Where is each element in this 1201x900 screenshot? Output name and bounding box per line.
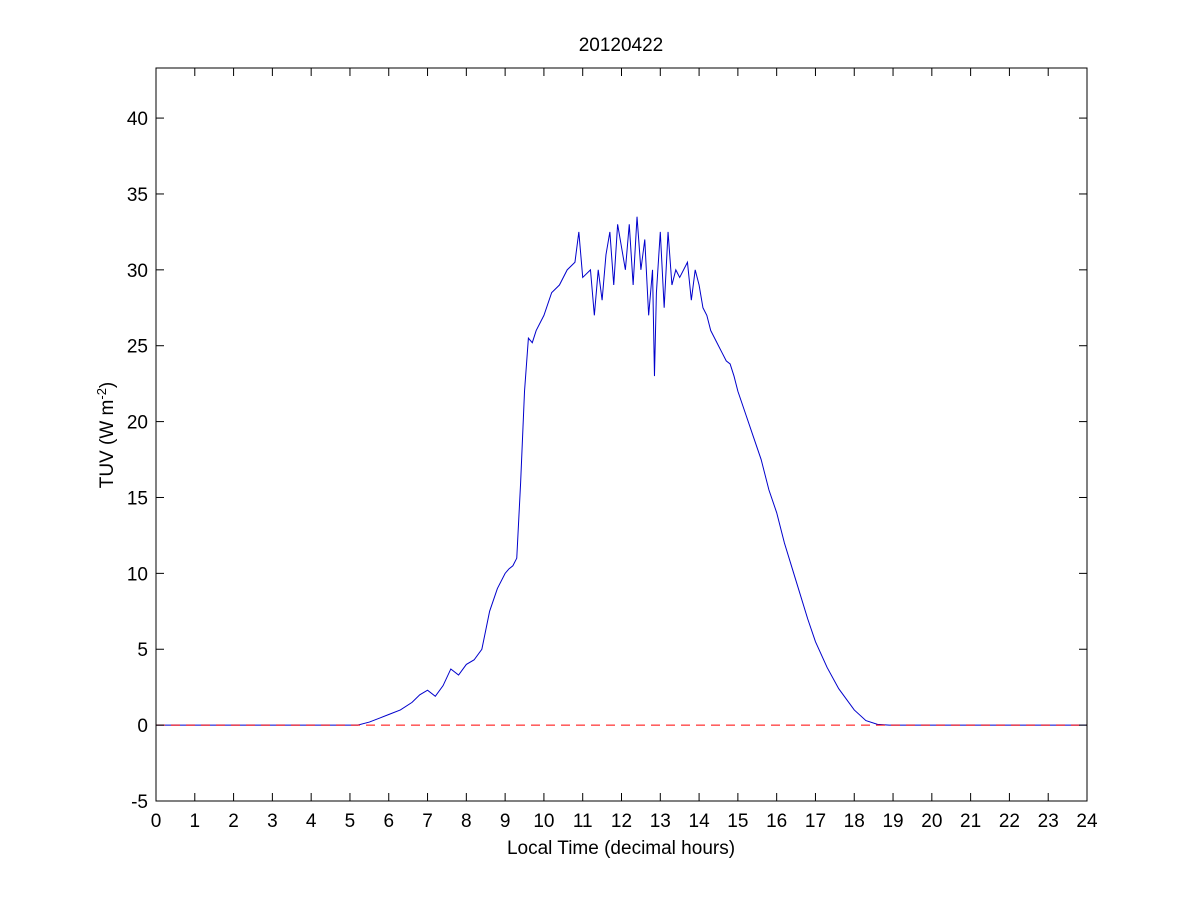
tuv-series-line xyxy=(156,216,1087,726)
x-axis-label: Local Time (decimal hours) xyxy=(507,838,735,859)
x-tick-label: 0 xyxy=(151,811,162,832)
x-tick-label: 9 xyxy=(500,811,511,832)
y-axis-label-tail: ) xyxy=(97,382,118,388)
y-tick-label: -5 xyxy=(131,792,148,813)
y-tick-label: 15 xyxy=(127,488,148,509)
x-tick-label: 12 xyxy=(611,811,632,832)
x-tick-label: 13 xyxy=(650,811,671,832)
y-tick-label: 0 xyxy=(137,716,148,737)
x-tick-label: 20 xyxy=(921,811,942,832)
x-tick-label: 22 xyxy=(999,811,1020,832)
chart-title: 20120422 xyxy=(579,35,664,56)
y-tick-label: 40 xyxy=(127,109,148,130)
x-tick-label: 18 xyxy=(844,811,865,832)
x-tick-label: 2 xyxy=(228,811,239,832)
x-tick-label: 17 xyxy=(805,811,826,832)
y-tick-label: 25 xyxy=(127,337,148,358)
x-tick-label: 14 xyxy=(689,811,711,832)
x-tick-label: 1 xyxy=(190,811,201,832)
x-tick-label: 8 xyxy=(461,811,472,832)
y-axis-label: TUV (W m-2) xyxy=(94,382,118,489)
x-tick-label: 23 xyxy=(1038,811,1059,832)
x-tick-label: 7 xyxy=(422,811,433,832)
x-tick-label: 3 xyxy=(267,811,278,832)
y-tick-label: 5 xyxy=(137,640,148,661)
plot-area-background xyxy=(156,68,1087,801)
x-tick-label: 6 xyxy=(383,811,394,832)
series-layer xyxy=(156,216,1087,726)
y-tick-label: 35 xyxy=(127,185,148,206)
y-tick-label: 30 xyxy=(127,261,148,282)
x-tick-label: 5 xyxy=(345,811,356,832)
x-tick-label: 21 xyxy=(960,811,981,832)
ticks-layer: 0 1 2 3 4 5 6 7 8 9 10 11 12 13 14 15 16 17 18 19 20 21 22 23 24… xyxy=(127,68,1098,832)
x-tick-label: 4 xyxy=(306,811,317,832)
x-tick-label: 15 xyxy=(727,811,748,832)
y-axis-label-main: TUV (W m xyxy=(97,400,118,489)
x-tick-label: 16 xyxy=(766,811,787,832)
x-tick-label: 24 xyxy=(1076,811,1098,832)
y-axis-label-superscript: -2 xyxy=(94,388,109,400)
y-tick-label: 10 xyxy=(127,564,148,585)
x-tick-label: 19 xyxy=(882,811,903,832)
y-tick-label: 20 xyxy=(127,413,148,434)
plot-area-frame xyxy=(155,67,1088,802)
x-tick-label: 10 xyxy=(533,811,554,832)
x-tick-label: 11 xyxy=(573,811,593,832)
